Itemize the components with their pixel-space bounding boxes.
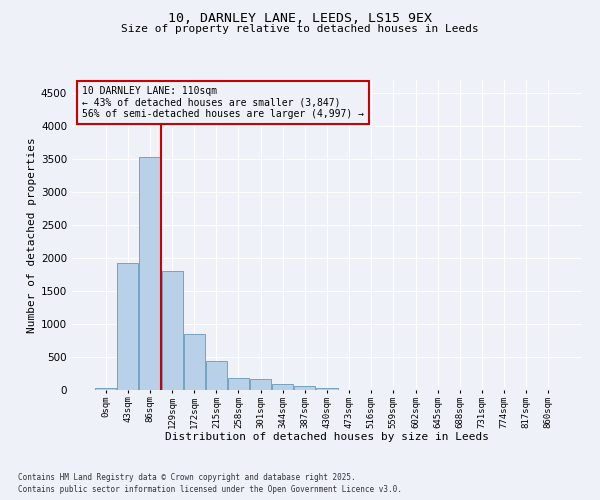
Bar xyxy=(316,388,338,390)
Text: Contains HM Land Registry data © Crown copyright and database right 2025.: Contains HM Land Registry data © Crown c… xyxy=(18,474,356,482)
Bar xyxy=(250,379,271,390)
Text: Size of property relative to detached houses in Leeds: Size of property relative to detached ho… xyxy=(121,24,479,34)
Bar xyxy=(139,157,160,390)
Text: Contains public sector information licensed under the Open Government Licence v3: Contains public sector information licen… xyxy=(18,485,402,494)
Bar xyxy=(118,262,139,390)
Bar xyxy=(206,361,227,390)
Bar xyxy=(161,272,182,390)
X-axis label: Distribution of detached houses by size in Leeds: Distribution of detached houses by size … xyxy=(165,432,489,442)
Bar xyxy=(228,378,249,390)
Bar xyxy=(295,386,316,390)
Bar xyxy=(184,334,205,390)
Bar xyxy=(95,388,116,390)
Y-axis label: Number of detached properties: Number of detached properties xyxy=(27,137,37,333)
Text: 10, DARNLEY LANE, LEEDS, LS15 9EX: 10, DARNLEY LANE, LEEDS, LS15 9EX xyxy=(168,12,432,26)
Bar xyxy=(272,384,293,390)
Text: 10 DARNLEY LANE: 110sqm
← 43% of detached houses are smaller (3,847)
56% of semi: 10 DARNLEY LANE: 110sqm ← 43% of detache… xyxy=(82,86,364,120)
